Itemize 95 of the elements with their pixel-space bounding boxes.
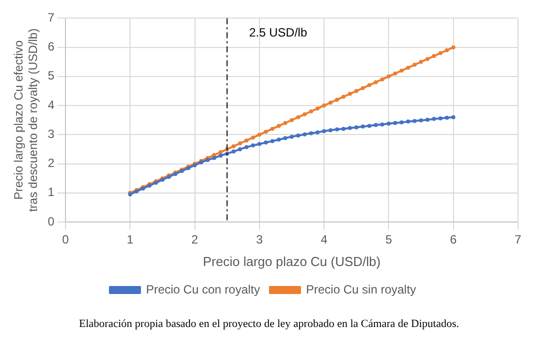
point [232, 144, 236, 148]
point [438, 51, 442, 56]
point [218, 154, 223, 158]
point [380, 77, 384, 82]
point [419, 118, 424, 122]
point [218, 150, 223, 154]
point [309, 109, 314, 114]
point [354, 125, 358, 130]
x-tick-label: 2 [191, 232, 198, 247]
y-tick-label: 5 [48, 68, 55, 83]
point [400, 120, 404, 124]
point [270, 139, 274, 144]
ref-line-label: 2.5 USD/lb [249, 26, 308, 40]
point [367, 83, 372, 88]
point [400, 68, 404, 73]
point [302, 132, 307, 136]
y-tick-label: 4 [48, 98, 55, 112]
point [438, 116, 442, 120]
point [296, 134, 300, 138]
point [451, 45, 456, 50]
y-tick-label: 2 [48, 156, 55, 170]
point [412, 118, 417, 123]
point [290, 118, 294, 122]
point [386, 74, 391, 78]
point [354, 88, 358, 93]
point [276, 138, 281, 142]
point [425, 56, 430, 61]
y-axis-title: Precio largo plazo Cu efectivo tras descuento de royalty (USD/lb) [12, 28, 40, 212]
point [283, 121, 288, 126]
point [451, 115, 456, 120]
point [238, 141, 242, 146]
x-tick-label: 0 [62, 232, 70, 247]
point [316, 130, 320, 134]
point [393, 121, 398, 126]
point [393, 72, 398, 76]
point [425, 118, 430, 122]
point [270, 126, 274, 131]
point [348, 126, 352, 130]
point [264, 130, 268, 134]
x-tick-label: 6 [450, 232, 458, 247]
x-tick-label: 5 [385, 232, 392, 247]
y-tick-label: 1 [48, 185, 55, 200]
point [367, 124, 372, 128]
point [290, 134, 294, 139]
y-tick-label: 3 [48, 126, 55, 141]
point [250, 143, 255, 148]
y-tick-label: 6 [48, 40, 55, 54]
point [341, 126, 346, 131]
point [374, 123, 378, 128]
point [328, 100, 333, 105]
point [309, 131, 314, 136]
point [322, 129, 326, 134]
point [322, 104, 326, 108]
point [360, 124, 365, 129]
point [257, 132, 262, 137]
point [334, 127, 339, 132]
point [386, 122, 391, 126]
point [432, 54, 436, 58]
point [316, 106, 320, 110]
point [302, 112, 307, 116]
point [238, 147, 242, 152]
point [432, 116, 436, 121]
legend-label: Precio Cu con royalty [146, 282, 260, 296]
point [276, 124, 281, 128]
point [419, 60, 424, 64]
x-tick-label: 1 [126, 232, 134, 247]
point [412, 62, 417, 67]
point [406, 66, 410, 70]
point [406, 120, 410, 124]
point [341, 94, 346, 99]
point [444, 116, 449, 120]
point [296, 115, 300, 120]
point [444, 48, 449, 52]
point [334, 98, 339, 102]
point [244, 145, 248, 150]
legend-label: Precio Cu sin royalty [306, 282, 416, 296]
point [283, 136, 288, 140]
x-tick-label: 4 [320, 232, 328, 247]
point [212, 156, 216, 160]
text: Elaboración propia basado en el proyecto de ley aprobado en la Cámara de Diputados. [78, 318, 460, 330]
x-axis-title: Precio largo plazo Cu (USD/lb) [202, 254, 381, 269]
point [374, 80, 378, 84]
point [264, 140, 268, 145]
point [348, 92, 352, 96]
point [244, 138, 248, 142]
point [250, 136, 255, 140]
point [328, 128, 333, 132]
point [380, 122, 384, 126]
y-tick-label: 0 [48, 214, 55, 228]
y-tick-label: 7 [48, 10, 55, 25]
x-tick-label: 3 [256, 232, 264, 247]
x-tick-label: 7 [514, 232, 522, 247]
point [360, 86, 365, 90]
point [232, 150, 236, 154]
point [257, 142, 262, 146]
